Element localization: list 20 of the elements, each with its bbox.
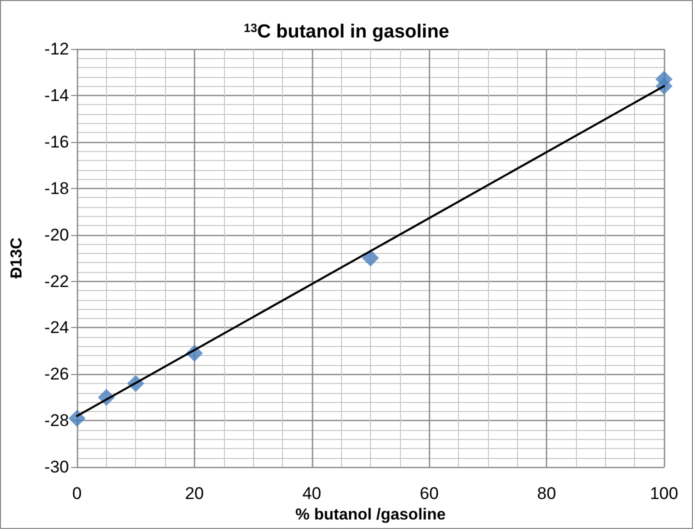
x-axis-title: % butanol /gasoline: [295, 506, 446, 524]
x-tick-label: 100: [650, 484, 678, 504]
y-tick-label: -12: [44, 40, 69, 58]
y-axis-title: Ð13C: [8, 237, 26, 279]
x-tick-label: 60: [420, 484, 439, 504]
y-tick-label: -14: [44, 86, 69, 105]
y-tick-label: -18: [44, 178, 69, 198]
y-tick-label: -22: [44, 272, 69, 291]
x-tick-label: 0: [72, 484, 82, 504]
point: [68, 410, 86, 427]
y-tick-label: -24: [44, 318, 69, 338]
y-tick-label: -20: [44, 225, 69, 244]
y-tick-label: -26: [44, 364, 69, 384]
y-tick-label: -28: [44, 411, 69, 430]
y-tick-label: -16: [44, 132, 69, 152]
x-tick-label: 40: [302, 484, 322, 504]
point: [362, 250, 379, 267]
x-tick-label: 80: [537, 484, 556, 504]
y-tick-label: -30: [44, 458, 69, 477]
x-tick-label: 20: [184, 484, 204, 504]
